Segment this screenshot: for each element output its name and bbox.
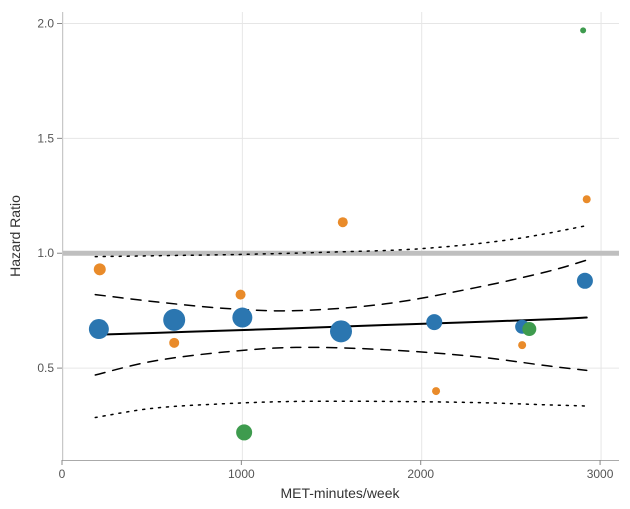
axis-layer: 0 1000 2000 3000 0.5 1.0 1.5 2.0 MET-minutes/wee… (0, 0, 630, 509)
x-tick-label: 3000 (587, 467, 614, 481)
x-tick-label: 2000 (407, 467, 434, 481)
y-tick-label: 0.5 (37, 361, 54, 375)
y-axis-title: Hazard Ratio (7, 195, 23, 277)
x-tick-label: 0 (59, 467, 66, 481)
x-axis-title: MET-minutes/week (280, 485, 400, 501)
x-tick-label: 1000 (228, 467, 255, 481)
y-tick-label: 1.0 (37, 246, 54, 260)
y-tick-label: 1.5 (37, 131, 54, 145)
hazard-ratio-chart: 0 1000 2000 3000 0.5 1.0 1.5 2.0 MET-minutes/wee… (0, 0, 630, 509)
y-tick-label: 2.0 (37, 16, 54, 30)
